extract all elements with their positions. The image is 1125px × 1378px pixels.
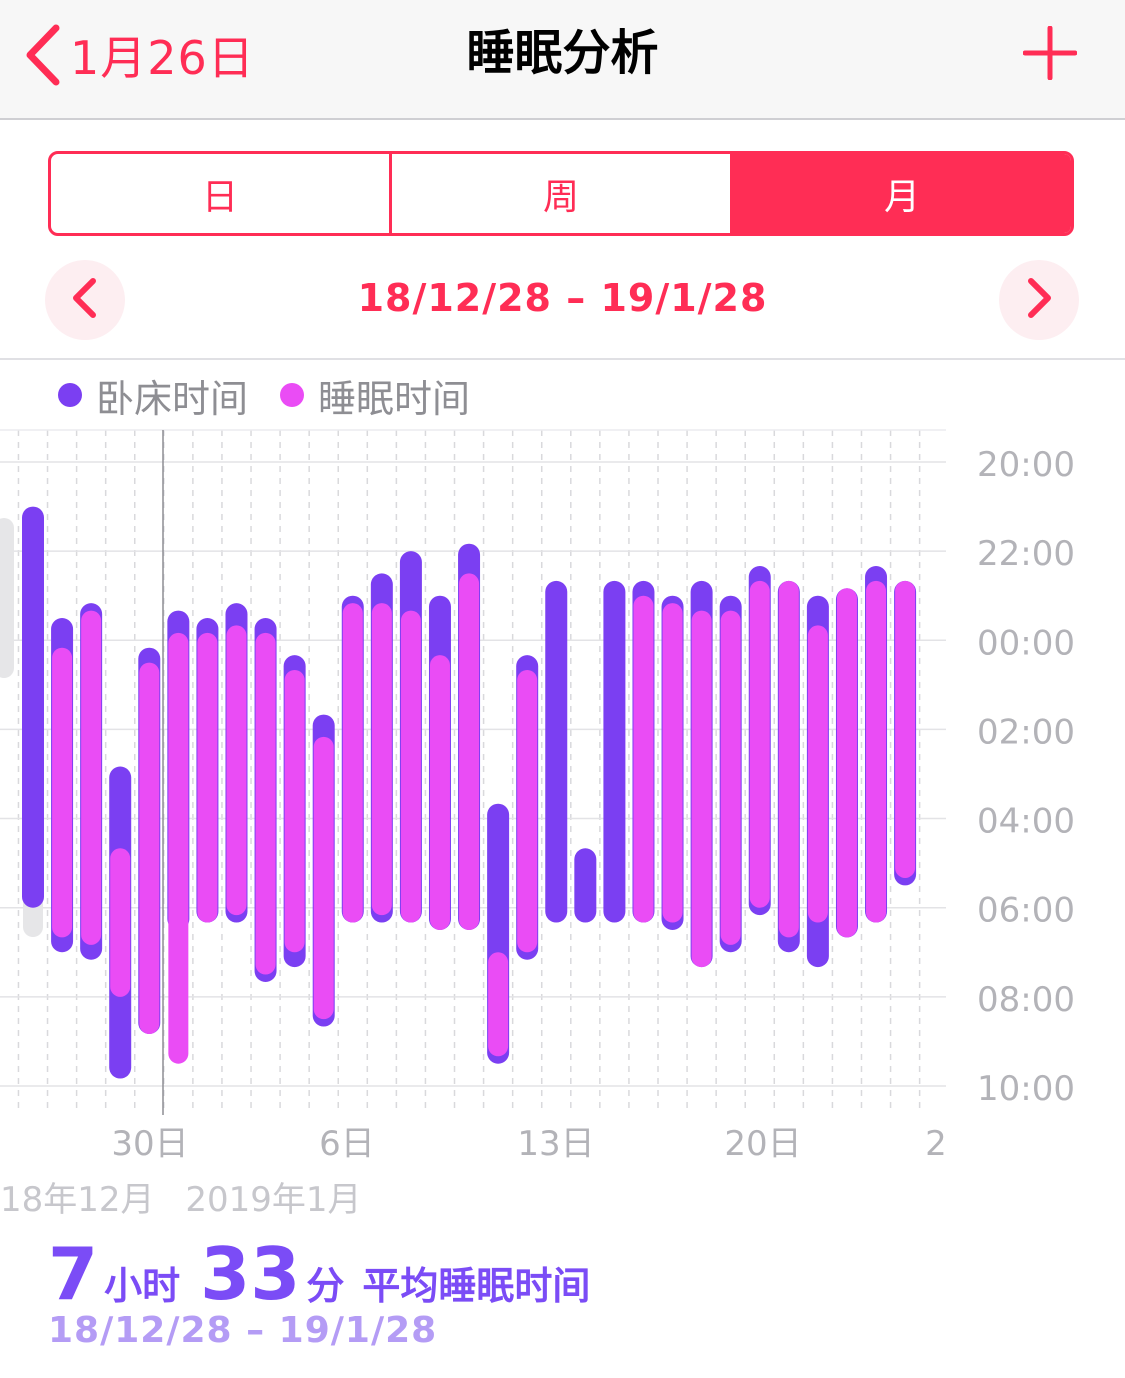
legend-dot-asleep [280, 383, 305, 407]
chevron-right-icon [1025, 278, 1053, 322]
segment-month[interactable]: 月 [730, 154, 1071, 233]
y-tick-label: 10:00 [977, 1069, 1075, 1109]
y-tick-label: 06:00 [977, 891, 1075, 931]
asleep-bar [691, 610, 712, 968]
legend-asleep: 睡眠时间 [280, 368, 470, 423]
month-labels: 18年12月 2019年1月 [0, 1172, 382, 1221]
in-bed-bar [574, 848, 597, 923]
x-tick-label: 6日 [319, 1124, 375, 1164]
period-segmented-control: 日 周 月 [48, 151, 1074, 236]
asleep-bar [866, 580, 887, 923]
asleep-bar [342, 603, 363, 923]
page-title: 睡眠分析 [466, 25, 659, 81]
average-summary: 7 小时 33 分 平均睡眠时间 [48, 1232, 590, 1316]
legend-label-asleep: 睡眠时间 [318, 376, 471, 421]
asleep-bar [197, 632, 218, 923]
asleep-bar [720, 610, 741, 945]
asleep-bar [226, 625, 247, 916]
nav-bar: 1月26日 睡眠分析 [0, 0, 1125, 120]
avg-label: 平均睡眠时间 [362, 1264, 591, 1308]
segment-day[interactable]: 日 [201, 176, 238, 218]
asleep-bar [168, 632, 189, 1064]
in-bed-bar [22, 506, 44, 908]
asleep-bar [81, 610, 102, 945]
asleep-bar [895, 580, 916, 878]
y-tick-label: 04:00 [977, 802, 1075, 842]
summary-date-range: 18/12/28 – 19/1/28 [48, 1310, 438, 1351]
asleep-bar [284, 669, 305, 953]
segment-week[interactable]: 周 [389, 154, 730, 233]
back-button[interactable]: 1月26日 [24, 22, 255, 88]
x-tick-label: 13日 [517, 1124, 594, 1164]
legend-in-bed: 卧床时间 [58, 368, 248, 423]
avg-minutes-unit: 分 [306, 1264, 345, 1308]
asleep-bar [371, 603, 392, 916]
date-range-row: 18/12/28 – 19/1/28 [0, 258, 1125, 342]
asleep-bar [749, 580, 770, 908]
in-bed-bar [545, 580, 568, 923]
asleep-bar [400, 610, 421, 923]
asleep-bar [517, 669, 538, 953]
y-tick-label: 22:00 [977, 534, 1075, 574]
legend-dot-in-bed [58, 383, 82, 407]
plus-icon[interactable] [1022, 25, 1078, 81]
asleep-bar [836, 588, 857, 938]
asleep-bar [633, 595, 654, 923]
asleep-bar [662, 603, 683, 923]
month-label-dec: 18年12月 [0, 1180, 155, 1220]
x-tick-label: 20日 [724, 1124, 801, 1164]
previous-range-button[interactable] [45, 260, 125, 340]
avg-hours: 7 [48, 1232, 99, 1316]
scrolled-bar-partial [0, 518, 14, 678]
y-tick-label: 20:00 [977, 445, 1075, 485]
y-tick-label: 00:00 [977, 623, 1075, 663]
asleep-bar [139, 662, 160, 1034]
next-range-button[interactable] [999, 260, 1079, 340]
sleep-chart[interactable]: 20:00 22:00 00:00 02:00 04:00 06:00 08:00 10:00… [0, 420, 1125, 1170]
legend-label-in-bed: 卧床时间 [96, 376, 249, 421]
asleep-bar [488, 952, 509, 1057]
asleep-bar [807, 625, 828, 923]
asleep-bar [429, 655, 450, 930]
divider [0, 358, 1125, 360]
avg-hours-unit: 小时 [104, 1264, 181, 1308]
asleep-bar [52, 647, 73, 938]
back-label: 1月26日 [70, 31, 255, 85]
x-tick-label: 30日 [111, 1124, 188, 1164]
month-label-jan: 2019年1月 [185, 1180, 362, 1220]
asleep-bar [778, 580, 799, 938]
x-tick-label: 2 [925, 1124, 947, 1164]
in-bed-bar [603, 580, 626, 923]
chart-legend: 卧床时间 睡眠时间 [58, 372, 502, 421]
asleep-bar [313, 736, 334, 1020]
chevron-left-icon [24, 24, 60, 86]
asleep-bar [459, 573, 480, 930]
y-tick-label: 08:00 [977, 980, 1075, 1020]
avg-minutes: 33 [200, 1232, 301, 1316]
asleep-bar [110, 848, 131, 997]
y-tick-label: 02:00 [977, 712, 1075, 752]
date-range-label: 18/12/28 – 19/1/28 [357, 276, 768, 320]
asleep-bar [255, 632, 276, 975]
chevron-left-icon [71, 278, 99, 322]
